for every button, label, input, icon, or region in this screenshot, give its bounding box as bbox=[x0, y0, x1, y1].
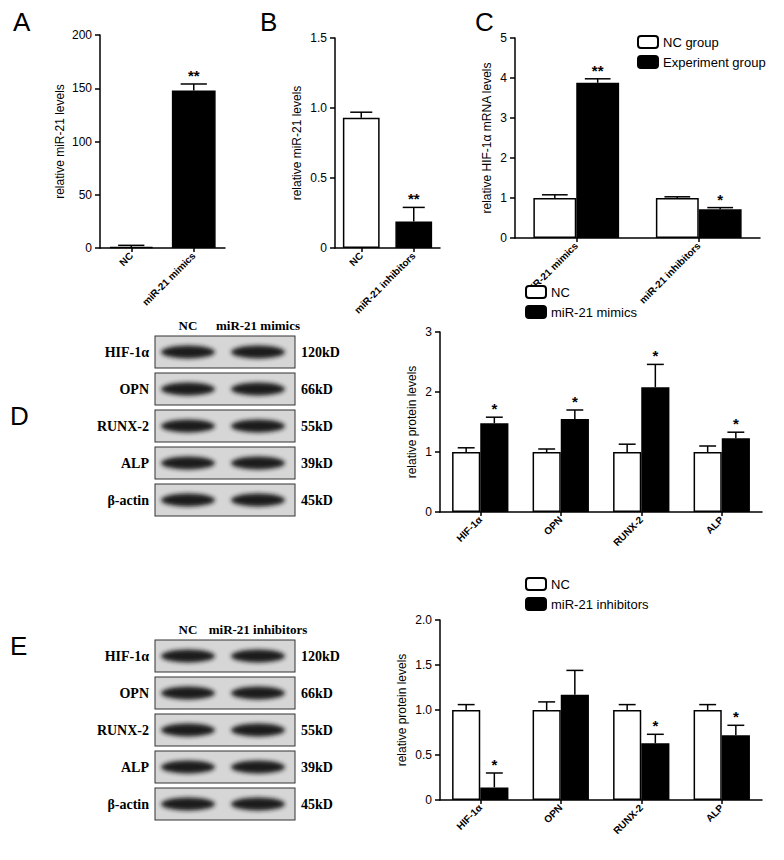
svg-text:D: D bbox=[10, 401, 29, 431]
svg-text:39kD: 39kD bbox=[301, 760, 333, 775]
svg-text:HIF-1α: HIF-1α bbox=[105, 649, 150, 664]
svg-text:1: 1 bbox=[425, 445, 432, 459]
svg-text:miR-21 inhibitors: miR-21 inhibitors bbox=[209, 622, 308, 637]
svg-text:ALP: ALP bbox=[121, 456, 149, 471]
svg-text:55kD: 55kD bbox=[301, 419, 333, 434]
svg-text:50: 50 bbox=[79, 188, 93, 202]
svg-text:OPN: OPN bbox=[119, 686, 149, 701]
svg-text:NC group: NC group bbox=[663, 35, 719, 50]
svg-text:HIF-1α: HIF-1α bbox=[454, 802, 484, 832]
svg-text:RUNX-2: RUNX-2 bbox=[97, 723, 149, 738]
svg-text:β-actin: β-actin bbox=[107, 493, 149, 508]
svg-text:OPN: OPN bbox=[119, 382, 149, 397]
svg-text:E: E bbox=[10, 631, 27, 661]
svg-text:miR-21 mimics: miR-21 mimics bbox=[140, 250, 198, 308]
svg-text:*: * bbox=[491, 756, 497, 773]
svg-text:ALP: ALP bbox=[121, 760, 149, 775]
svg-text:RUNX-2: RUNX-2 bbox=[97, 419, 149, 434]
svg-text:3: 3 bbox=[500, 111, 507, 125]
svg-text:0: 0 bbox=[425, 505, 432, 519]
svg-text:1: 1 bbox=[500, 191, 507, 205]
svg-text:0.5: 0.5 bbox=[310, 171, 327, 185]
svg-text:A: A bbox=[13, 7, 31, 37]
svg-text:B: B bbox=[260, 7, 277, 37]
svg-text:NC: NC bbox=[551, 577, 570, 592]
svg-text:NC: NC bbox=[179, 622, 198, 637]
svg-text:*: * bbox=[491, 400, 497, 417]
svg-text:120kD: 120kD bbox=[301, 345, 340, 360]
svg-text:RUNX-2: RUNX-2 bbox=[611, 514, 645, 548]
svg-text:NC: NC bbox=[347, 250, 365, 268]
svg-text:miR-21 inhibitors: miR-21 inhibitors bbox=[637, 240, 703, 306]
svg-text:39kD: 39kD bbox=[301, 456, 333, 471]
svg-text:Experiment group: Experiment group bbox=[663, 55, 766, 70]
svg-text:ALP: ALP bbox=[704, 514, 726, 536]
svg-text:relative miR-21 levels: relative miR-21 levels bbox=[53, 84, 67, 199]
svg-text:4: 4 bbox=[500, 71, 507, 85]
svg-text:100: 100 bbox=[72, 135, 92, 149]
svg-text:NC: NC bbox=[179, 318, 198, 333]
svg-text:miR-21 mimics: miR-21 mimics bbox=[551, 305, 637, 320]
svg-text:45kD: 45kD bbox=[301, 797, 333, 812]
svg-text:miR-21 mimics: miR-21 mimics bbox=[216, 318, 300, 333]
svg-text:miR-21 inhibitors: miR-21 inhibitors bbox=[352, 250, 418, 316]
svg-text:*: * bbox=[717, 191, 723, 208]
svg-text:0: 0 bbox=[500, 231, 507, 245]
svg-text:1.0: 1.0 bbox=[310, 101, 327, 115]
svg-text:0: 0 bbox=[320, 241, 327, 255]
svg-text:miR-21 mimics: miR-21 mimics bbox=[522, 240, 581, 298]
svg-text:RUNX-2: RUNX-2 bbox=[611, 802, 645, 836]
svg-text:5: 5 bbox=[500, 31, 507, 45]
svg-text:**: ** bbox=[188, 67, 200, 84]
svg-text:2: 2 bbox=[425, 385, 432, 399]
svg-text:3: 3 bbox=[425, 325, 432, 339]
svg-text:**: ** bbox=[408, 190, 420, 207]
svg-text:NC: NC bbox=[551, 285, 570, 300]
svg-text:0: 0 bbox=[425, 793, 432, 807]
svg-text:1.0: 1.0 bbox=[415, 703, 432, 717]
svg-text:HIF-1α: HIF-1α bbox=[105, 345, 150, 360]
svg-text:β-actin: β-actin bbox=[107, 797, 149, 812]
svg-text:1.5: 1.5 bbox=[415, 658, 432, 672]
svg-text:OPN: OPN bbox=[542, 514, 565, 537]
svg-text:OPN: OPN bbox=[542, 802, 565, 825]
svg-text:45kD: 45kD bbox=[301, 493, 333, 508]
svg-text:66kD: 66kD bbox=[301, 686, 333, 701]
svg-text:**: ** bbox=[592, 62, 604, 79]
svg-text:*: * bbox=[652, 347, 658, 364]
svg-text:miR-21 inhibitors: miR-21 inhibitors bbox=[551, 597, 649, 612]
svg-text:200: 200 bbox=[72, 28, 92, 42]
svg-text:*: * bbox=[733, 415, 739, 432]
svg-text:relative HIF-1α mRNA levels: relative HIF-1α mRNA levels bbox=[480, 63, 494, 214]
svg-text:HIF-1α: HIF-1α bbox=[454, 514, 484, 544]
svg-text:1.5: 1.5 bbox=[310, 31, 327, 45]
svg-text:ALP: ALP bbox=[704, 802, 726, 824]
svg-text:relative protein levels: relative protein levels bbox=[405, 366, 419, 479]
svg-text:NC: NC bbox=[117, 250, 135, 268]
svg-text:150: 150 bbox=[72, 81, 92, 95]
svg-text:66kD: 66kD bbox=[301, 382, 333, 397]
svg-text:C: C bbox=[475, 7, 494, 37]
svg-text:2: 2 bbox=[500, 151, 507, 165]
svg-text:55kD: 55kD bbox=[301, 723, 333, 738]
svg-text:relative miR-21 levels: relative miR-21 levels bbox=[290, 86, 304, 201]
svg-text:0.5: 0.5 bbox=[415, 748, 432, 762]
svg-text:*: * bbox=[572, 393, 578, 410]
svg-text:2.0: 2.0 bbox=[415, 613, 432, 627]
svg-text:120kD: 120kD bbox=[301, 649, 340, 664]
svg-text:*: * bbox=[733, 708, 739, 725]
svg-text:relative protein levels: relative protein levels bbox=[395, 654, 409, 767]
svg-text:*: * bbox=[652, 717, 658, 734]
svg-text:0: 0 bbox=[85, 241, 92, 255]
